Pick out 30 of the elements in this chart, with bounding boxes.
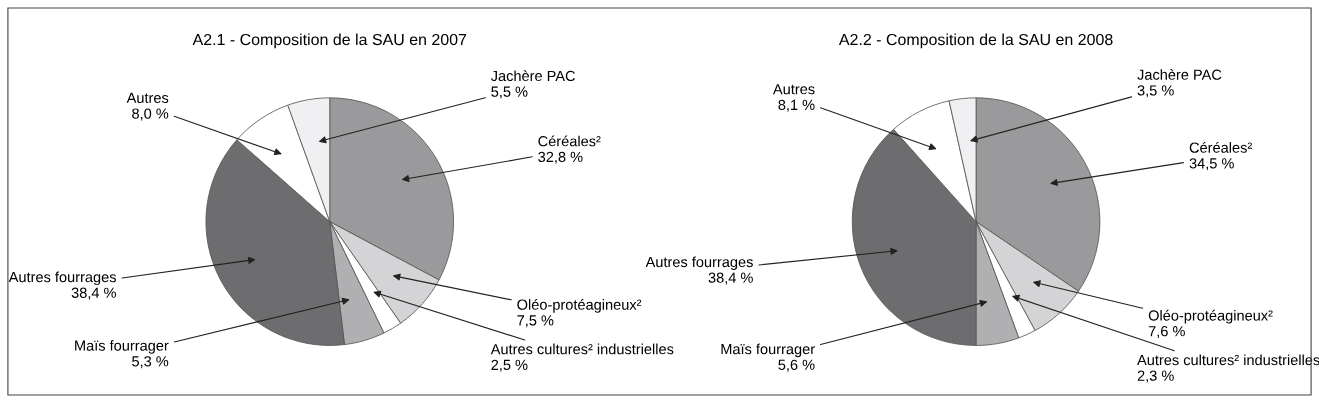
data-label: 7,6 %	[1148, 326, 1185, 339]
slice-label: Autres fourrages	[645, 256, 753, 271]
slice-label: Autres cultures² industrielles	[490, 343, 674, 355]
slice-label: Oléo-protéagineux²	[1148, 309, 1273, 324]
data-label: 7,5 %	[517, 315, 554, 328]
slice-label: Jachère PAC	[490, 70, 576, 82]
data-label: 5,3 %	[132, 356, 169, 369]
data-label: 38,4 %	[708, 272, 753, 285]
data-label: 34,5 %	[1189, 158, 1234, 171]
slice-label: Autres fourrages	[8, 271, 116, 286]
data-label: 3,5 %	[1137, 85, 1174, 98]
data-label: 38,4 %	[71, 287, 116, 300]
data-label: 8,1 %	[778, 99, 815, 112]
data-label: 5,5 %	[491, 86, 528, 99]
slice-label: Autres	[126, 92, 169, 104]
slice-label: Oléo-protéagineux²	[517, 298, 642, 313]
slice-label: Maïs fourrager	[721, 343, 815, 358]
chart-title: A2.1 - Composition de la SAU en 2007	[192, 33, 467, 49]
data-label: 2,3 %	[1137, 370, 1174, 383]
slice-label: Autres	[772, 84, 815, 95]
data-label: 2,5 %	[491, 359, 528, 372]
slice-label: Céréales²	[538, 135, 601, 147]
chart-title: A2.2 - Composition de la SAU en 2008	[838, 33, 1113, 49]
data-label: 5,6 %	[778, 359, 815, 372]
data-label: 32,8 %	[538, 151, 583, 164]
slice-label: Maïs fourrager	[75, 340, 169, 354]
slice-label: Céréales²	[1189, 141, 1252, 153]
slice-label: Autres cultures² industrielles	[1137, 354, 1319, 366]
data-label: 8,0 %	[132, 108, 169, 121]
slice-label: Jachère PAC	[1137, 68, 1222, 80]
